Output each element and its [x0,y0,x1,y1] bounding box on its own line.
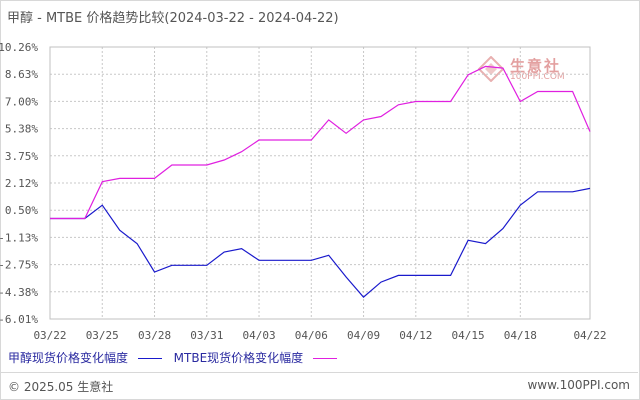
legend-swatch-mtbe [313,358,337,359]
y-tick-label: -4.38% [0,286,38,299]
legend-swatch-methanol [137,358,162,359]
x-axis-labels: 03/22 03/25 03/28 03/31 04/03 04/06 04/09 04/12… [33,329,606,342]
legend-label-methanol: 甲醇现货价格变化幅度 [8,351,129,365]
legend: 甲醇现货价格变化幅度 MTBE现货价格变化幅度 [8,349,345,365]
legend-item-mtbe: MTBE现货价格变化幅度 [174,349,337,366]
watermark-url: 100PPI.COM [510,72,565,82]
y-tick-label: 7.00% [5,95,38,108]
y-tick-label: -6.01% [0,313,38,326]
y-tick-label: 3.75% [5,150,38,163]
y-tick-label: 5.38% [5,123,38,136]
y-tick-label: 10.26% [0,41,38,54]
y-axis-labels: 10.26% 8.63% 7.00% 5.38% 3.75% 2.12% 0.50% -1.1… [0,41,38,326]
y-tick-label: 8.63% [5,68,38,81]
site-url[interactable]: www.100PPI.com [527,378,630,392]
x-tick-label: 03/31 [190,329,223,342]
x-tick-label: 03/25 [86,329,119,342]
y-tick-label: 2.12% [5,177,38,190]
x-tick-label: 04/09 [347,329,380,342]
x-tick-label: 04/15 [452,329,485,342]
plot-border [49,46,591,320]
legend-label-mtbe: MTBE现货价格变化幅度 [173,351,304,365]
x-tick-label: 03/22 [33,329,66,342]
grid-lines [49,46,591,320]
series-line-methanol [50,187,591,298]
watermark: 生意社 100PPI.COM [478,55,588,85]
y-tick-label: 0.50% [5,204,38,217]
watermark-name: 生意社 [510,57,562,75]
x-tick-label: 04/12 [399,329,432,342]
x-tick-label: 04/18 [504,329,537,342]
legend-item-methanol: 甲醇现货价格变化幅度 [8,349,162,366]
y-tick-label: -2.75% [0,259,38,272]
x-tick-label: 04/03 [242,329,275,342]
series-lines [50,65,591,298]
chart-title: 甲醇 - MTBE 价格趋势比较(2024-03-22 - 2024-04-22… [7,11,339,26]
footer-divider [0,372,638,373]
watermark-logo-icon [478,56,504,82]
x-tick-label: 03/28 [138,329,171,342]
series-line-mtbe [50,65,591,220]
y-tick-label: -1.13% [0,231,38,244]
x-tick-label: 04/06 [295,329,328,342]
copyright-text: © 2025.05 生意社 [8,380,114,394]
x-tick-label: 04/22 [573,329,606,342]
